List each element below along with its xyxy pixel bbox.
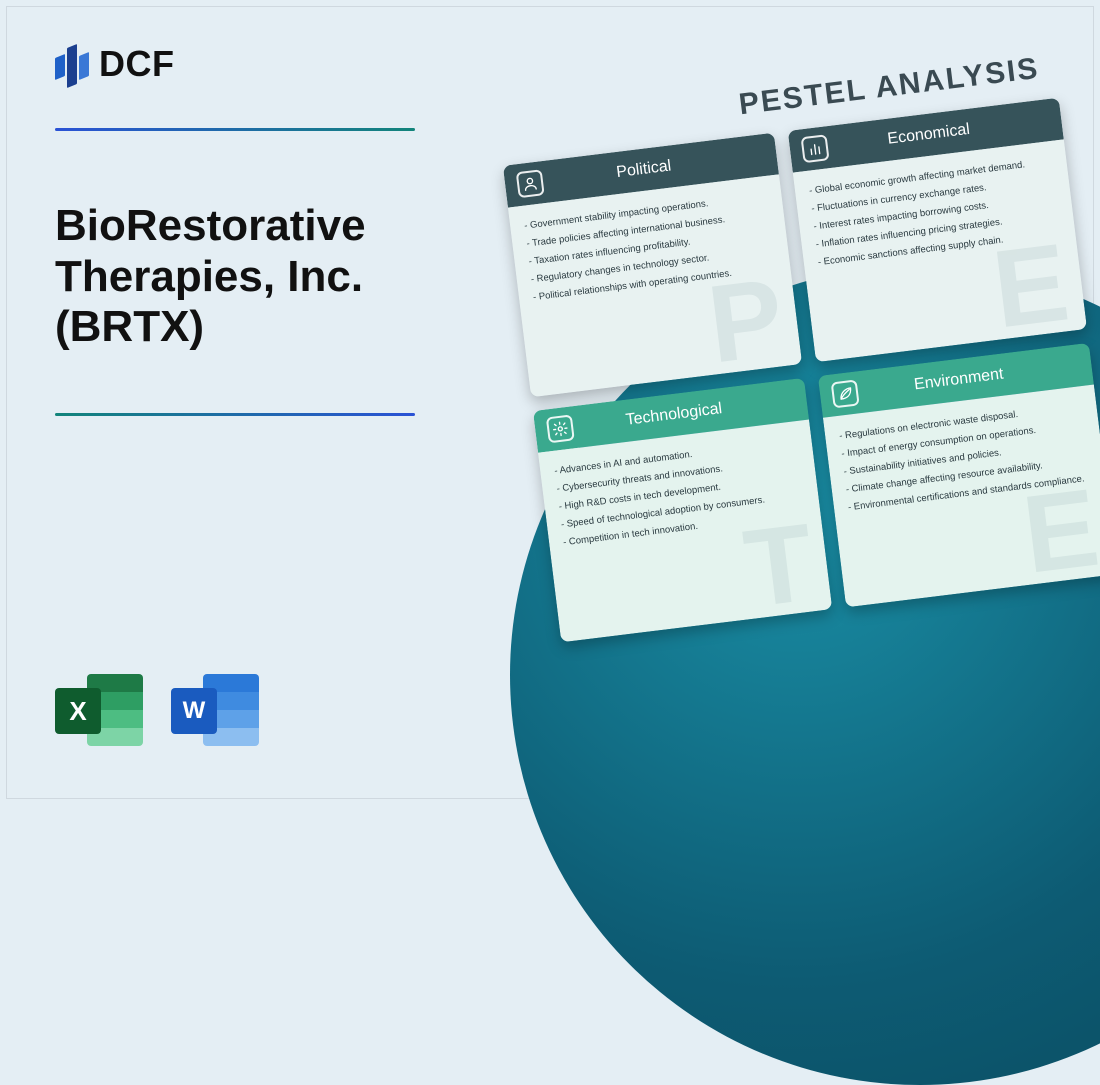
brand-name: DCF bbox=[99, 43, 175, 85]
bars-icon bbox=[801, 134, 830, 163]
brand-logo: DCF bbox=[55, 40, 455, 88]
gear-icon bbox=[546, 414, 575, 443]
word-badge-letter: W bbox=[171, 688, 217, 734]
app-icons-row: X W bbox=[55, 670, 259, 750]
page-title: BioRestorative Therapies, Inc. (BRTX) bbox=[55, 201, 455, 353]
leaf-icon bbox=[831, 379, 860, 408]
card-body: Regulations on electronic waste disposal… bbox=[823, 385, 1100, 608]
divider-bottom bbox=[55, 413, 415, 416]
divider-top bbox=[55, 128, 415, 131]
left-column: DCF BioRestorative Therapies, Inc. (BRTX… bbox=[55, 40, 455, 416]
pestel-card-technological: TechnologicalAdvances in AI and automati… bbox=[533, 378, 832, 643]
pestel-card-political: PoliticalGovernment stability impacting … bbox=[503, 133, 802, 398]
card-item-list: Global economic growth affecting market … bbox=[808, 153, 1062, 272]
card-body: Government stability impacting operation… bbox=[508, 174, 802, 397]
card-body: Global economic growth affecting market … bbox=[793, 139, 1087, 362]
person-icon bbox=[516, 169, 545, 198]
word-icon[interactable]: W bbox=[171, 670, 259, 750]
card-item-list: Advances in AI and automation.Cybersecur… bbox=[553, 433, 807, 552]
logo-bars-icon bbox=[55, 40, 89, 88]
excel-badge-letter: X bbox=[55, 688, 101, 734]
card-item-list: Regulations on electronic waste disposal… bbox=[838, 398, 1092, 517]
pestel-card-environment: EnvironmentRegulations on electronic was… bbox=[818, 343, 1100, 608]
pestel-card-economical: EconomicalGlobal economic growth affecti… bbox=[788, 98, 1087, 363]
card-item-list: Government stability impacting operation… bbox=[523, 188, 777, 307]
pestel-card-grid: PoliticalGovernment stability impacting … bbox=[503, 98, 1100, 643]
card-body: Advances in AI and automation.Cybersecur… bbox=[538, 419, 832, 642]
excel-icon[interactable]: X bbox=[55, 670, 143, 750]
